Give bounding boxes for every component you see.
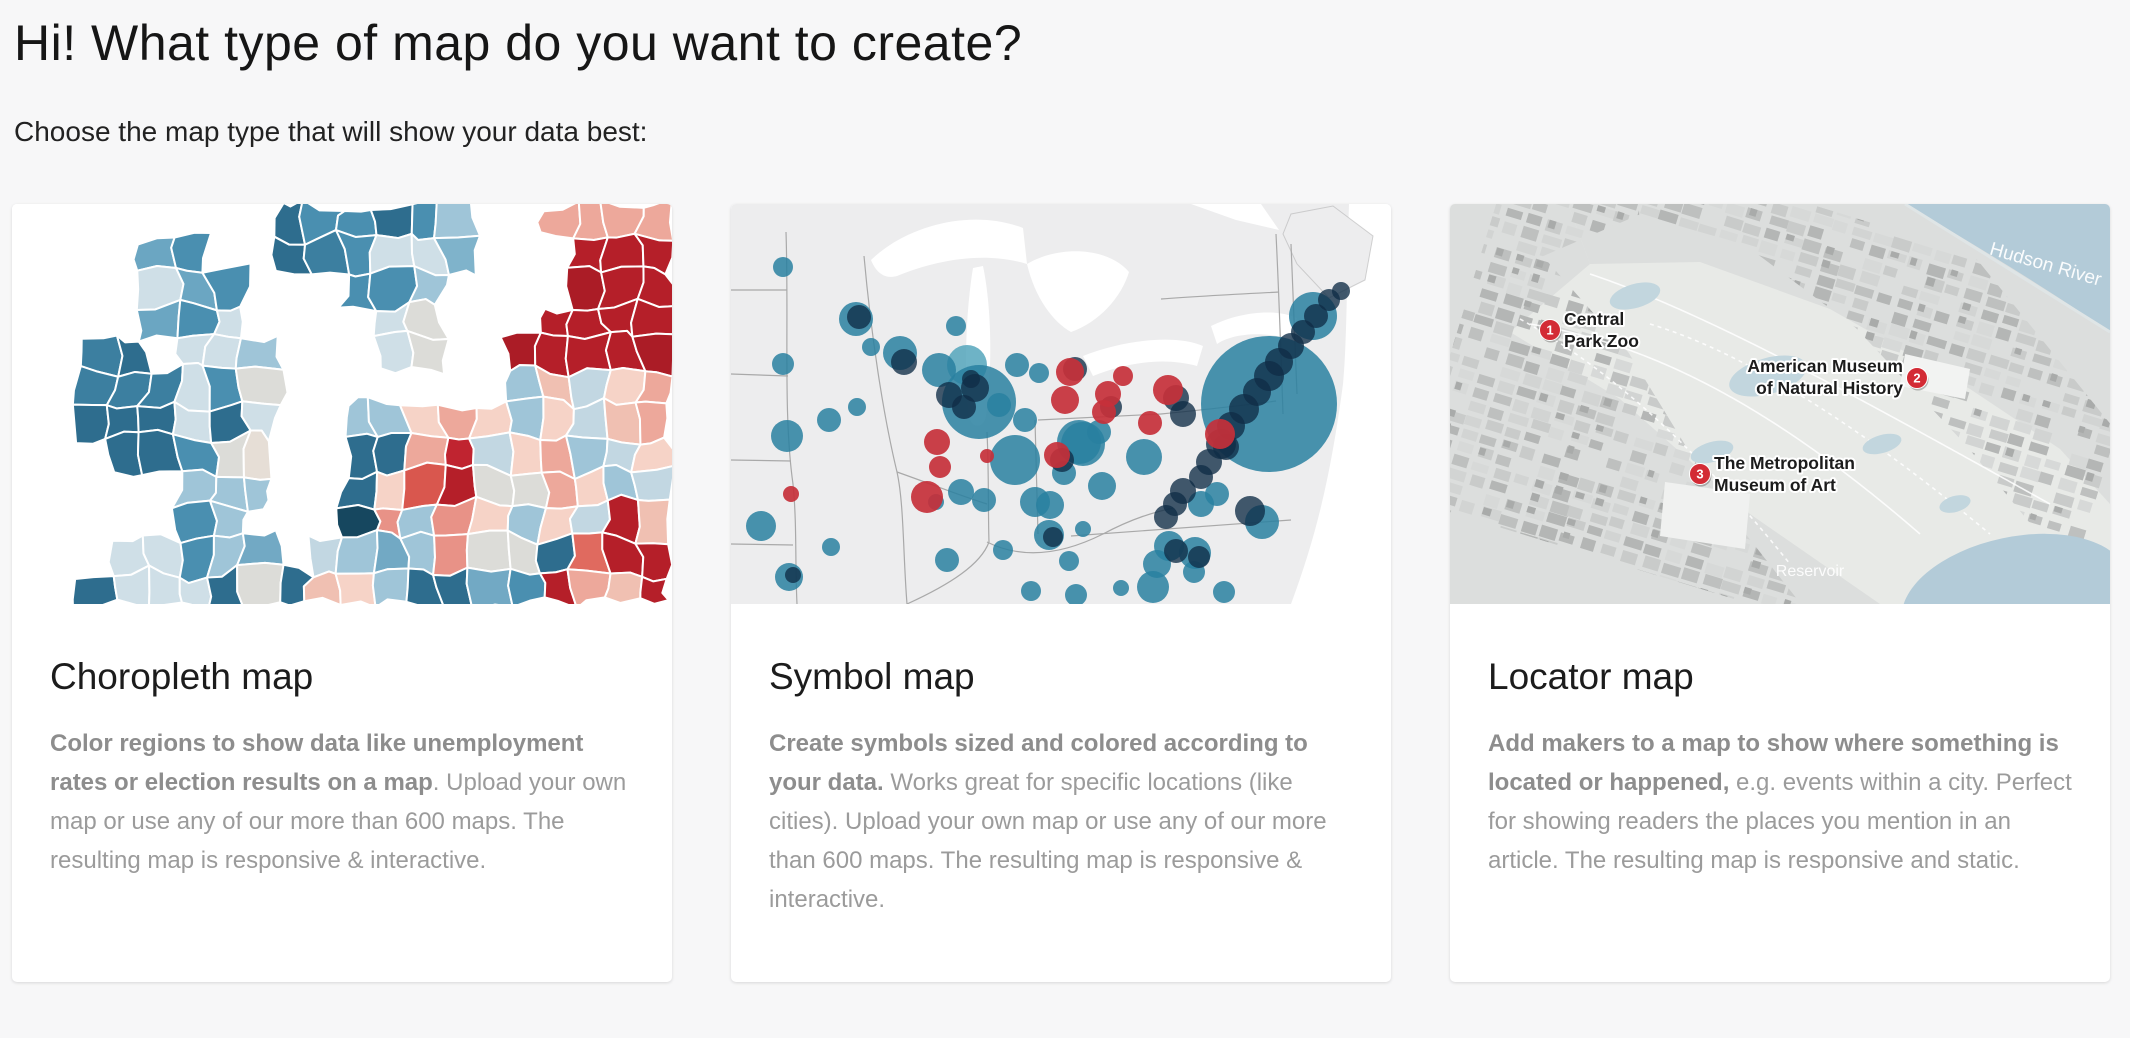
marker-label-line: Museum of Art <box>1714 475 1836 495</box>
card-description-choropleth: Color regions to show data like unemploy… <box>50 724 634 880</box>
marker-label-line: of Natural History <box>1756 378 1903 398</box>
reservoir-label: Reservoir <box>1776 563 1845 580</box>
card-description-bold: Color regions to show data like unemploy… <box>50 730 584 796</box>
card-description-rest: Works great for specific locations (like… <box>769 769 1327 913</box>
marker-badge-icon <box>1906 367 1928 389</box>
marker-label-line: Park Zoo <box>1564 331 1639 351</box>
marker-label-line: American Museum <box>1747 356 1903 376</box>
card-locator-map[interactable]: Hudson River Reservoir Central Park Zoo 1 Ame… <box>1450 204 2110 982</box>
marker-badge-number: 2 <box>1913 371 1920 386</box>
marker-badge-number: 1 <box>1546 323 1553 338</box>
symbol-usa-map-preview[interactable] <box>731 204 1391 604</box>
card-title-symbol: Symbol map <box>769 656 975 697</box>
marker-badge-icon <box>1689 463 1711 485</box>
choropleth-europe-map-preview[interactable] <box>12 204 672 604</box>
marker-label-line: The Metropolitan <box>1714 453 1855 473</box>
card-description-symbol: Create symbols sized and colored accordi… <box>769 724 1353 919</box>
card-description-locator: Add makers to a map to show where someth… <box>1488 724 2072 880</box>
card-title-locator: Locator map <box>1488 656 1694 697</box>
card-symbol-map[interactable]: Symbol map Create symbols sized and colo… <box>731 204 1391 982</box>
card-description-rest: . Upload your own map or use any of our … <box>50 769 627 874</box>
card-description-bold: Add makers to a map to show where someth… <box>1488 730 2059 796</box>
marker-label-line: Central <box>1564 309 1624 329</box>
card-description-bold: Create symbols sized and colored accordi… <box>769 730 1308 796</box>
map-type-card-list: Choropleth map Color regions to show dat… <box>12 204 2130 982</box>
marker-badge-number: 3 <box>1696 467 1703 482</box>
marker-badge-icon <box>1539 319 1561 341</box>
card-title-choropleth: Choropleth map <box>50 656 314 697</box>
page-subtitle: Choose the map type that will show your … <box>14 116 648 147</box>
card-choropleth-map[interactable]: Choropleth map Color regions to show dat… <box>12 204 672 982</box>
page-title: Hi! What type of map do you want to crea… <box>14 15 1023 71</box>
card-description-rest: e.g. events within a city. Perfect for s… <box>1488 769 2072 874</box>
page-header: Hi! What type of map do you want to crea… <box>0 0 2130 148</box>
